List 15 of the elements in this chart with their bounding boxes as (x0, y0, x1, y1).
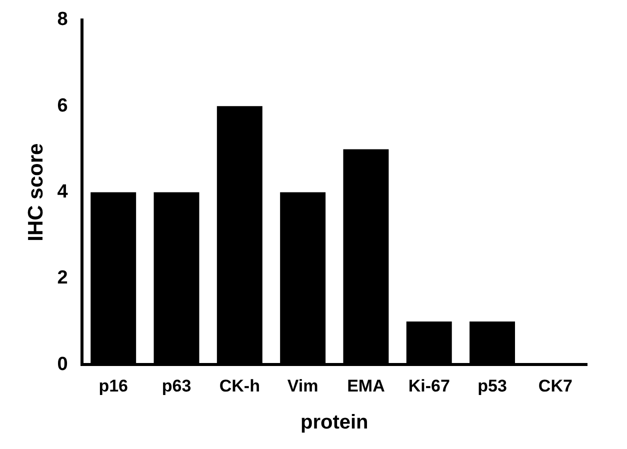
y-tick-label: 2 (57, 268, 68, 289)
y-tick-label: 8 (57, 9, 68, 30)
x-tick-label: p63 (162, 376, 192, 396)
x-tick-label: p53 (478, 376, 507, 396)
y-tick-label: 6 (57, 95, 68, 116)
x-tick-label: EMA (347, 376, 385, 396)
y-axis-title: IHC score (24, 143, 48, 242)
x-tick-label: Vim (287, 376, 318, 396)
x-tick-label: CK-h (219, 376, 260, 396)
x-tick-label: Ki-67 (408, 376, 450, 396)
y-tick-label: 0 (57, 354, 68, 375)
y-tick-label: 4 (57, 182, 68, 203)
x-tick-label: p16 (98, 376, 128, 396)
x-tick-label: CK7 (538, 376, 572, 396)
x-axis-title: protein (300, 412, 368, 434)
